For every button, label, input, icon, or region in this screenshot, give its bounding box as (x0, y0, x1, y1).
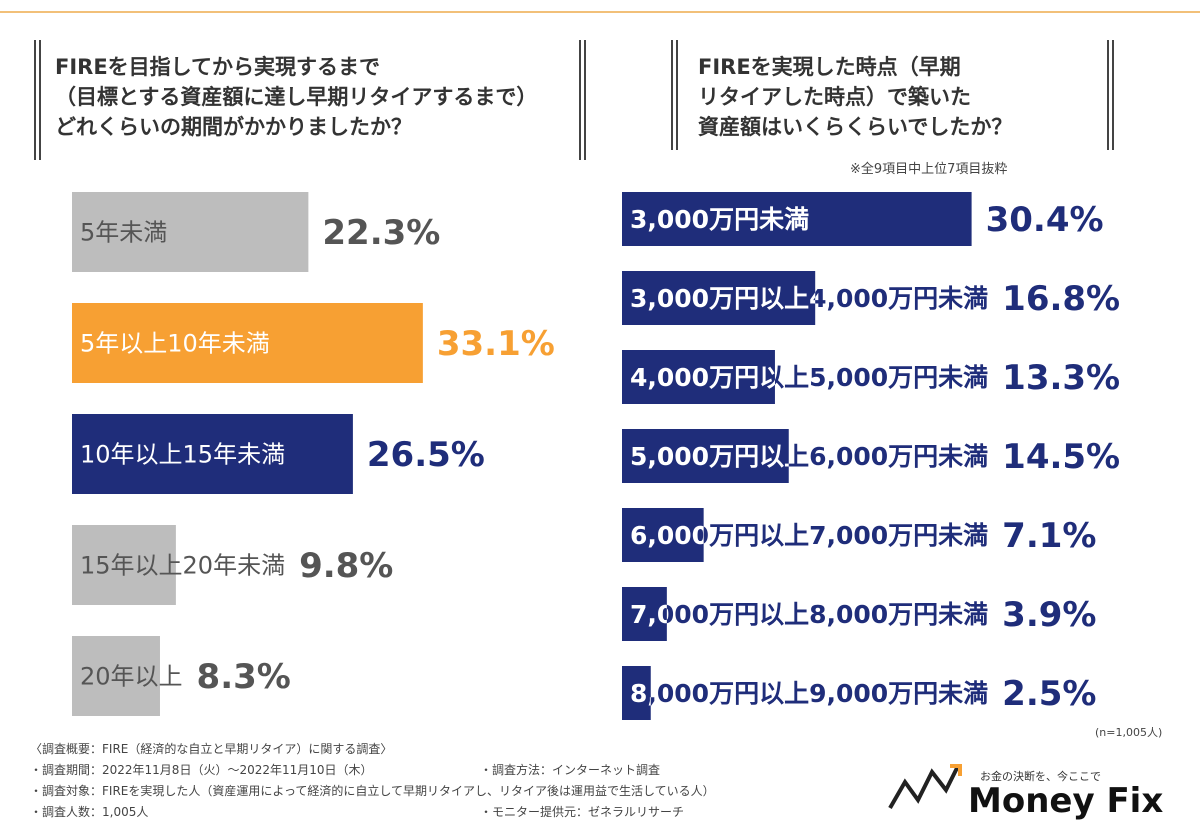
value-label: 30.4% (986, 200, 1104, 240)
bar (72, 414, 353, 494)
title-brackets (34, 40, 1114, 160)
footer-line: ・調査対象：FIREを実現した人（資産運用によって経済的に自立して早期リタイアし… (30, 784, 715, 798)
value-label: 33.1% (437, 324, 555, 364)
bar (72, 192, 309, 272)
bar-label: 10年以上15年未満 (80, 441, 285, 469)
value-label: 7.1% (1002, 516, 1096, 556)
bar-label: 5年以上10年未満 (80, 330, 270, 358)
logo-name: Money Fix (968, 781, 1163, 821)
logo-mark (888, 764, 962, 809)
bar-label: 8,000万円以上9,000万円未満 (630, 679, 988, 708)
bar-label: 3,000万円以上4,000万円未満 (630, 284, 988, 313)
value-label: 2.5% (1002, 674, 1096, 714)
bar-label: 5,000万円以上6,000万円未満 (630, 442, 988, 471)
footer-line: ・調査人数：1,005人 (30, 805, 149, 819)
bar-label: 10年以上15年未満 (80, 441, 285, 469)
bar-label: 5,000万円以上6,000万円未満 (630, 442, 988, 471)
bar (622, 192, 972, 246)
note: ※全9項目中上位7項目抜粋 (850, 162, 1008, 177)
value-label: 14.5% (1002, 437, 1120, 477)
bar-label: 5年以上10年未満 (80, 330, 270, 358)
bar-label: 7,000万円以上8,000万円未満 (630, 600, 988, 629)
bar (622, 271, 816, 325)
value-label: 3.9% (1002, 595, 1096, 635)
bar (622, 666, 651, 720)
footer-line: 〈調査概要：FIRE（経済的な自立と早期リタイア）に関する調査〉 (30, 742, 393, 756)
footer-line: ・調査方法：インターネット調査 (480, 763, 661, 777)
bar-label: 8,000万円以上9,000万円未満 (630, 679, 988, 708)
bar (72, 636, 160, 716)
bar-label: 15年以上20年未満 (80, 552, 285, 580)
sample-size: (n=1,005人) (1095, 726, 1163, 739)
value-label: 26.5% (367, 435, 485, 475)
bar-label: 4,000万円以上5,000万円未満 (630, 363, 988, 392)
bar-label: 4,000万円以上5,000万円未満 (630, 363, 988, 392)
bar-label: 6,000万円以上7,000万円未満 (630, 521, 988, 550)
value-label: 16.8% (1002, 279, 1120, 319)
bar-label: 20年以上 (80, 663, 183, 691)
bar-label: 5年未満 (80, 219, 167, 247)
value-label: 13.3% (1002, 358, 1120, 398)
value-label: 9.8% (299, 546, 393, 586)
bar (622, 429, 789, 483)
value-label: 8.3% (197, 657, 291, 697)
bar-label: 7,000万円以上8,000万円未満 (630, 600, 988, 629)
value-label: 22.3% (322, 213, 440, 253)
bar-label: 3,000万円未満 (630, 205, 809, 234)
chart-title: FIREを実現した時点（早期 リタイアした時点）で築いた 資産額はいくらくらいで… (698, 55, 1013, 139)
bar-label: 6,000万円以上7,000万円未満 (630, 521, 988, 550)
bar (72, 303, 423, 383)
bar-label: 3,000万円以上4,000万円未満 (630, 284, 988, 313)
footer-line: ・調査期間：2022年11月8日（火）〜2022年11月10日（木） (30, 763, 373, 777)
bar (622, 350, 775, 404)
logo-tagline: お金の決断を、今ここで (980, 769, 1101, 783)
bar-label: 3,000万円未満 (630, 205, 809, 234)
chart-title: FIREを目指してから実現するまで （目標とする資産額に達し早期リタイアするまで… (55, 55, 538, 139)
footer-line: ・モニター提供元：ゼネラルリサーチ (480, 805, 685, 819)
bar (622, 587, 667, 641)
bar (622, 508, 704, 562)
bar (72, 525, 176, 605)
